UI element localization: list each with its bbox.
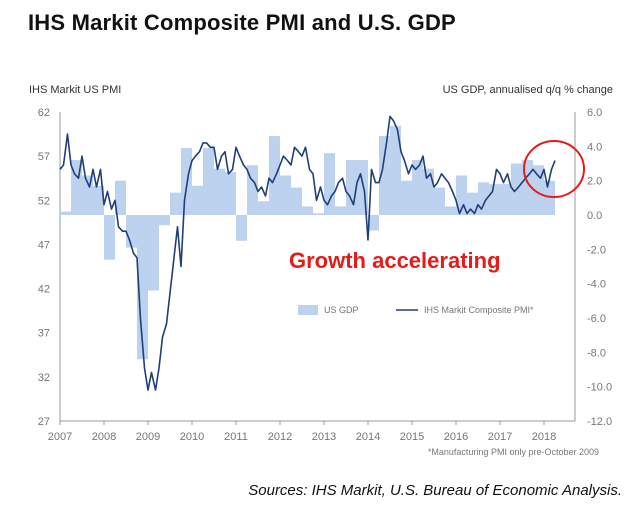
left-tick-label: 62	[38, 107, 50, 119]
x-tick-label: 2015	[400, 431, 424, 443]
right-axis-ticks: 6.0 4.0 2.0 0.0 -2.0 -4.0 -6.0 -8.0 -10.0 -12.0	[587, 107, 612, 428]
source-note: Sources: IHS Markit, U.S. Bureau of Econ…	[248, 482, 622, 499]
gdp-bar	[115, 180, 126, 215]
chart-frame	[59, 112, 576, 422]
gdp-bar	[445, 206, 456, 215]
gdp-bar	[126, 215, 137, 248]
gdp-bar	[170, 192, 181, 215]
gdp-bar	[434, 187, 445, 215]
left-tick-label: 42	[38, 284, 50, 296]
right-tick-label: -4.0	[587, 279, 606, 291]
gdp-bar	[137, 215, 148, 360]
gdp-bars	[60, 125, 555, 360]
right-tick-label: 4.0	[587, 141, 602, 153]
legend-gdp-label: US GDP	[324, 305, 359, 315]
gdp-bar	[148, 215, 159, 291]
x-tick-label: 2009	[136, 431, 160, 443]
gdp-bar	[368, 215, 379, 231]
gdp-bar	[423, 168, 434, 215]
right-tick-label: 2.0	[587, 176, 602, 188]
gdp-bar	[478, 182, 489, 215]
gdp-bar	[390, 125, 401, 215]
gdp-bar	[214, 168, 225, 215]
right-tick-label: -8.0	[587, 347, 606, 359]
footnote: *Manufacturing PMI only pre-October 2009	[428, 447, 599, 457]
gdp-bar	[379, 136, 390, 215]
gdp-bar	[203, 148, 214, 215]
left-tick-label: 47	[38, 239, 50, 251]
gdp-bar	[181, 148, 192, 215]
right-tick-label: 6.0	[587, 107, 602, 119]
x-tick-label: 2008	[92, 431, 116, 443]
gdp-bar	[357, 160, 368, 215]
gdp-bar	[159, 215, 170, 226]
gdp-bar	[104, 215, 115, 260]
gdp-bar	[324, 153, 335, 215]
gdp-bar	[93, 185, 104, 215]
chart-title: IHS Markit Composite PMI and U.S. GDP	[28, 10, 456, 35]
right-tick-label: 0.0	[587, 210, 602, 222]
left-axis-ticks: 62 57 52 47 42 37 32 27	[38, 107, 50, 428]
gdp-bar	[456, 175, 467, 215]
gdp-bar	[412, 160, 423, 215]
left-tick-label: 32	[38, 372, 50, 384]
left-tick-label: 27	[38, 416, 50, 428]
gdp-bar	[247, 165, 258, 215]
pmi-line	[59, 115, 556, 391]
legend: US GDP IHS Markit Composite PMI*	[298, 305, 534, 315]
gdp-bar	[467, 192, 478, 215]
gdp-bar	[60, 211, 71, 215]
gdp-bar	[335, 206, 346, 215]
x-tick-label: 2013	[312, 431, 336, 443]
gdp-bar	[280, 175, 291, 215]
gdp-bar	[82, 175, 93, 215]
right-tick-label: -2.0	[587, 244, 606, 256]
right-axis-title: US GDP, annualised q/q % change	[443, 84, 613, 96]
x-tick-label: 2014	[356, 431, 380, 443]
gdp-bar	[544, 180, 555, 215]
gdp-bar	[236, 215, 247, 241]
gdp-bar	[500, 184, 511, 215]
right-tick-label: -6.0	[587, 313, 606, 325]
x-axis-ticks: 2007 2008 2009 2010 2011 2012 2013 2014 2015 2016…	[48, 421, 556, 443]
gdp-bar	[302, 206, 313, 215]
gdp-bar	[258, 201, 269, 215]
left-tick-label: 37	[38, 328, 50, 340]
legend-pmi-label: IHS Markit Composite PMI*	[424, 305, 534, 315]
legend-gdp-swatch	[298, 305, 318, 315]
gdp-bar	[401, 180, 412, 215]
right-tick-label: -10.0	[587, 382, 612, 394]
gdp-bar	[489, 184, 500, 215]
left-tick-label: 52	[38, 195, 50, 207]
growth-accelerating-annotation: Growth accelerating	[289, 248, 501, 273]
left-tick-label: 57	[38, 151, 50, 163]
gdp-bar	[291, 187, 302, 215]
right-tick-label: -12.0	[587, 416, 612, 428]
gdp-bar	[533, 165, 544, 215]
left-axis-title: IHS Markit US PMI	[29, 84, 121, 96]
x-tick-label: 2017	[488, 431, 512, 443]
gdp-bar	[225, 172, 236, 215]
x-tick-label: 2007	[48, 431, 72, 443]
gdp-bar	[71, 160, 82, 215]
gdp-bar	[346, 160, 357, 215]
gdp-bar	[192, 185, 203, 215]
x-tick-label: 2012	[268, 431, 292, 443]
x-tick-label: 2016	[444, 431, 468, 443]
gdp-bar	[522, 160, 533, 215]
x-tick-label: 2010	[180, 431, 204, 443]
gdp-bar	[313, 213, 324, 215]
x-tick-label: 2018	[532, 431, 556, 443]
highlight-circle	[523, 140, 585, 198]
x-tick-label: 2011	[224, 431, 248, 443]
gdp-bar	[269, 136, 280, 215]
